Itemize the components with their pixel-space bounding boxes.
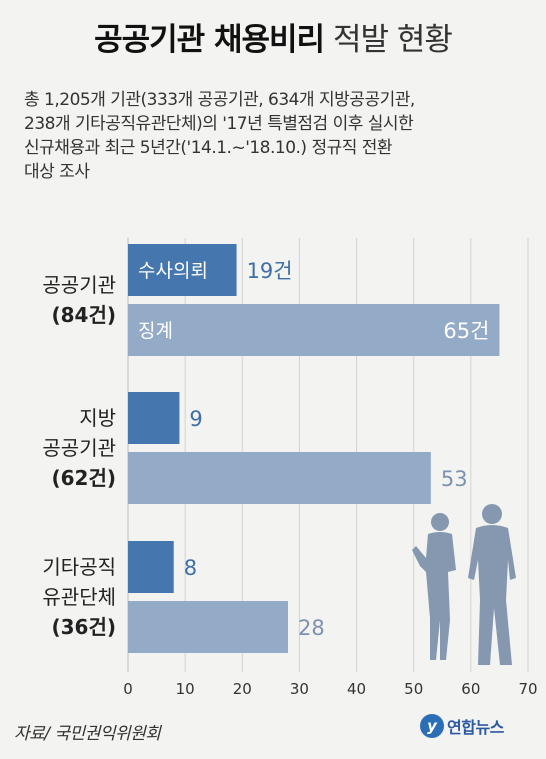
series-label: 수사의뢰 xyxy=(138,260,208,282)
x-tick-label: 30 xyxy=(290,680,309,698)
bar-investigation xyxy=(128,244,237,296)
description-line: 총 1,205개 기관(333개 공공기관, 634개 지방공공기관, xyxy=(24,90,415,110)
series-label: 징계 xyxy=(138,320,173,342)
x-tick-label: 10 xyxy=(176,680,195,698)
x-tick-label: 70 xyxy=(518,680,537,698)
category-label: 유관단체 xyxy=(42,585,116,609)
category-label: 지방 xyxy=(79,406,116,430)
category-count: (62건) xyxy=(51,466,116,490)
description-line: 238개 기타공직유관단체)의 '17년 특별점검 이후 실시한 xyxy=(24,114,414,134)
x-tick-label: 0 xyxy=(123,680,133,698)
description-line: 신규채용과 최근 5년간('14.1.~'18.10.) 정규직 전환 xyxy=(24,138,393,158)
category-label: 기타공직 xyxy=(42,555,116,579)
data-label: 19건 xyxy=(247,259,293,283)
title-light: 적발 현황 xyxy=(332,22,453,58)
data-label: 53 xyxy=(441,467,468,491)
x-tick-label: 40 xyxy=(347,680,366,698)
data-label: 28 xyxy=(298,616,325,640)
bar-investigation xyxy=(128,541,174,593)
category-label: 공공기관 xyxy=(42,436,116,460)
data-label: 9 xyxy=(189,407,202,431)
chart-title: 공공기관 채용비리 적발 현황 xyxy=(0,14,546,59)
bar-discipline xyxy=(128,304,500,356)
bar-discipline xyxy=(128,601,288,653)
x-tick-label: 60 xyxy=(461,680,480,698)
x-tick-label: 20 xyxy=(233,680,252,698)
description-line: 대상 조사 xyxy=(24,162,90,182)
chart-description: 총 1,205개 기관(333개 공공기관, 634개 지방공공기관, 238개… xyxy=(24,88,534,184)
category-count: (84건) xyxy=(51,303,116,327)
title-bold: 공공기관 채용비리 xyxy=(94,22,325,58)
logo-name: 연합뉴스 xyxy=(447,718,504,737)
logo-mark-icon: y xyxy=(420,714,444,738)
bar-discipline xyxy=(128,452,431,504)
category-count: (36건) xyxy=(51,615,116,639)
yonhap-logo: y 연합뉴스 xyxy=(420,714,504,738)
data-label: 65건 xyxy=(443,319,489,343)
x-tick-label: 50 xyxy=(404,680,423,698)
people-silhouette-icon xyxy=(412,504,516,665)
category-label: 공공기관 xyxy=(42,273,116,297)
bar-investigation xyxy=(128,392,180,444)
source-note: 자료/ 국민권익위원회 xyxy=(14,724,161,744)
data-label: 8 xyxy=(184,556,197,580)
